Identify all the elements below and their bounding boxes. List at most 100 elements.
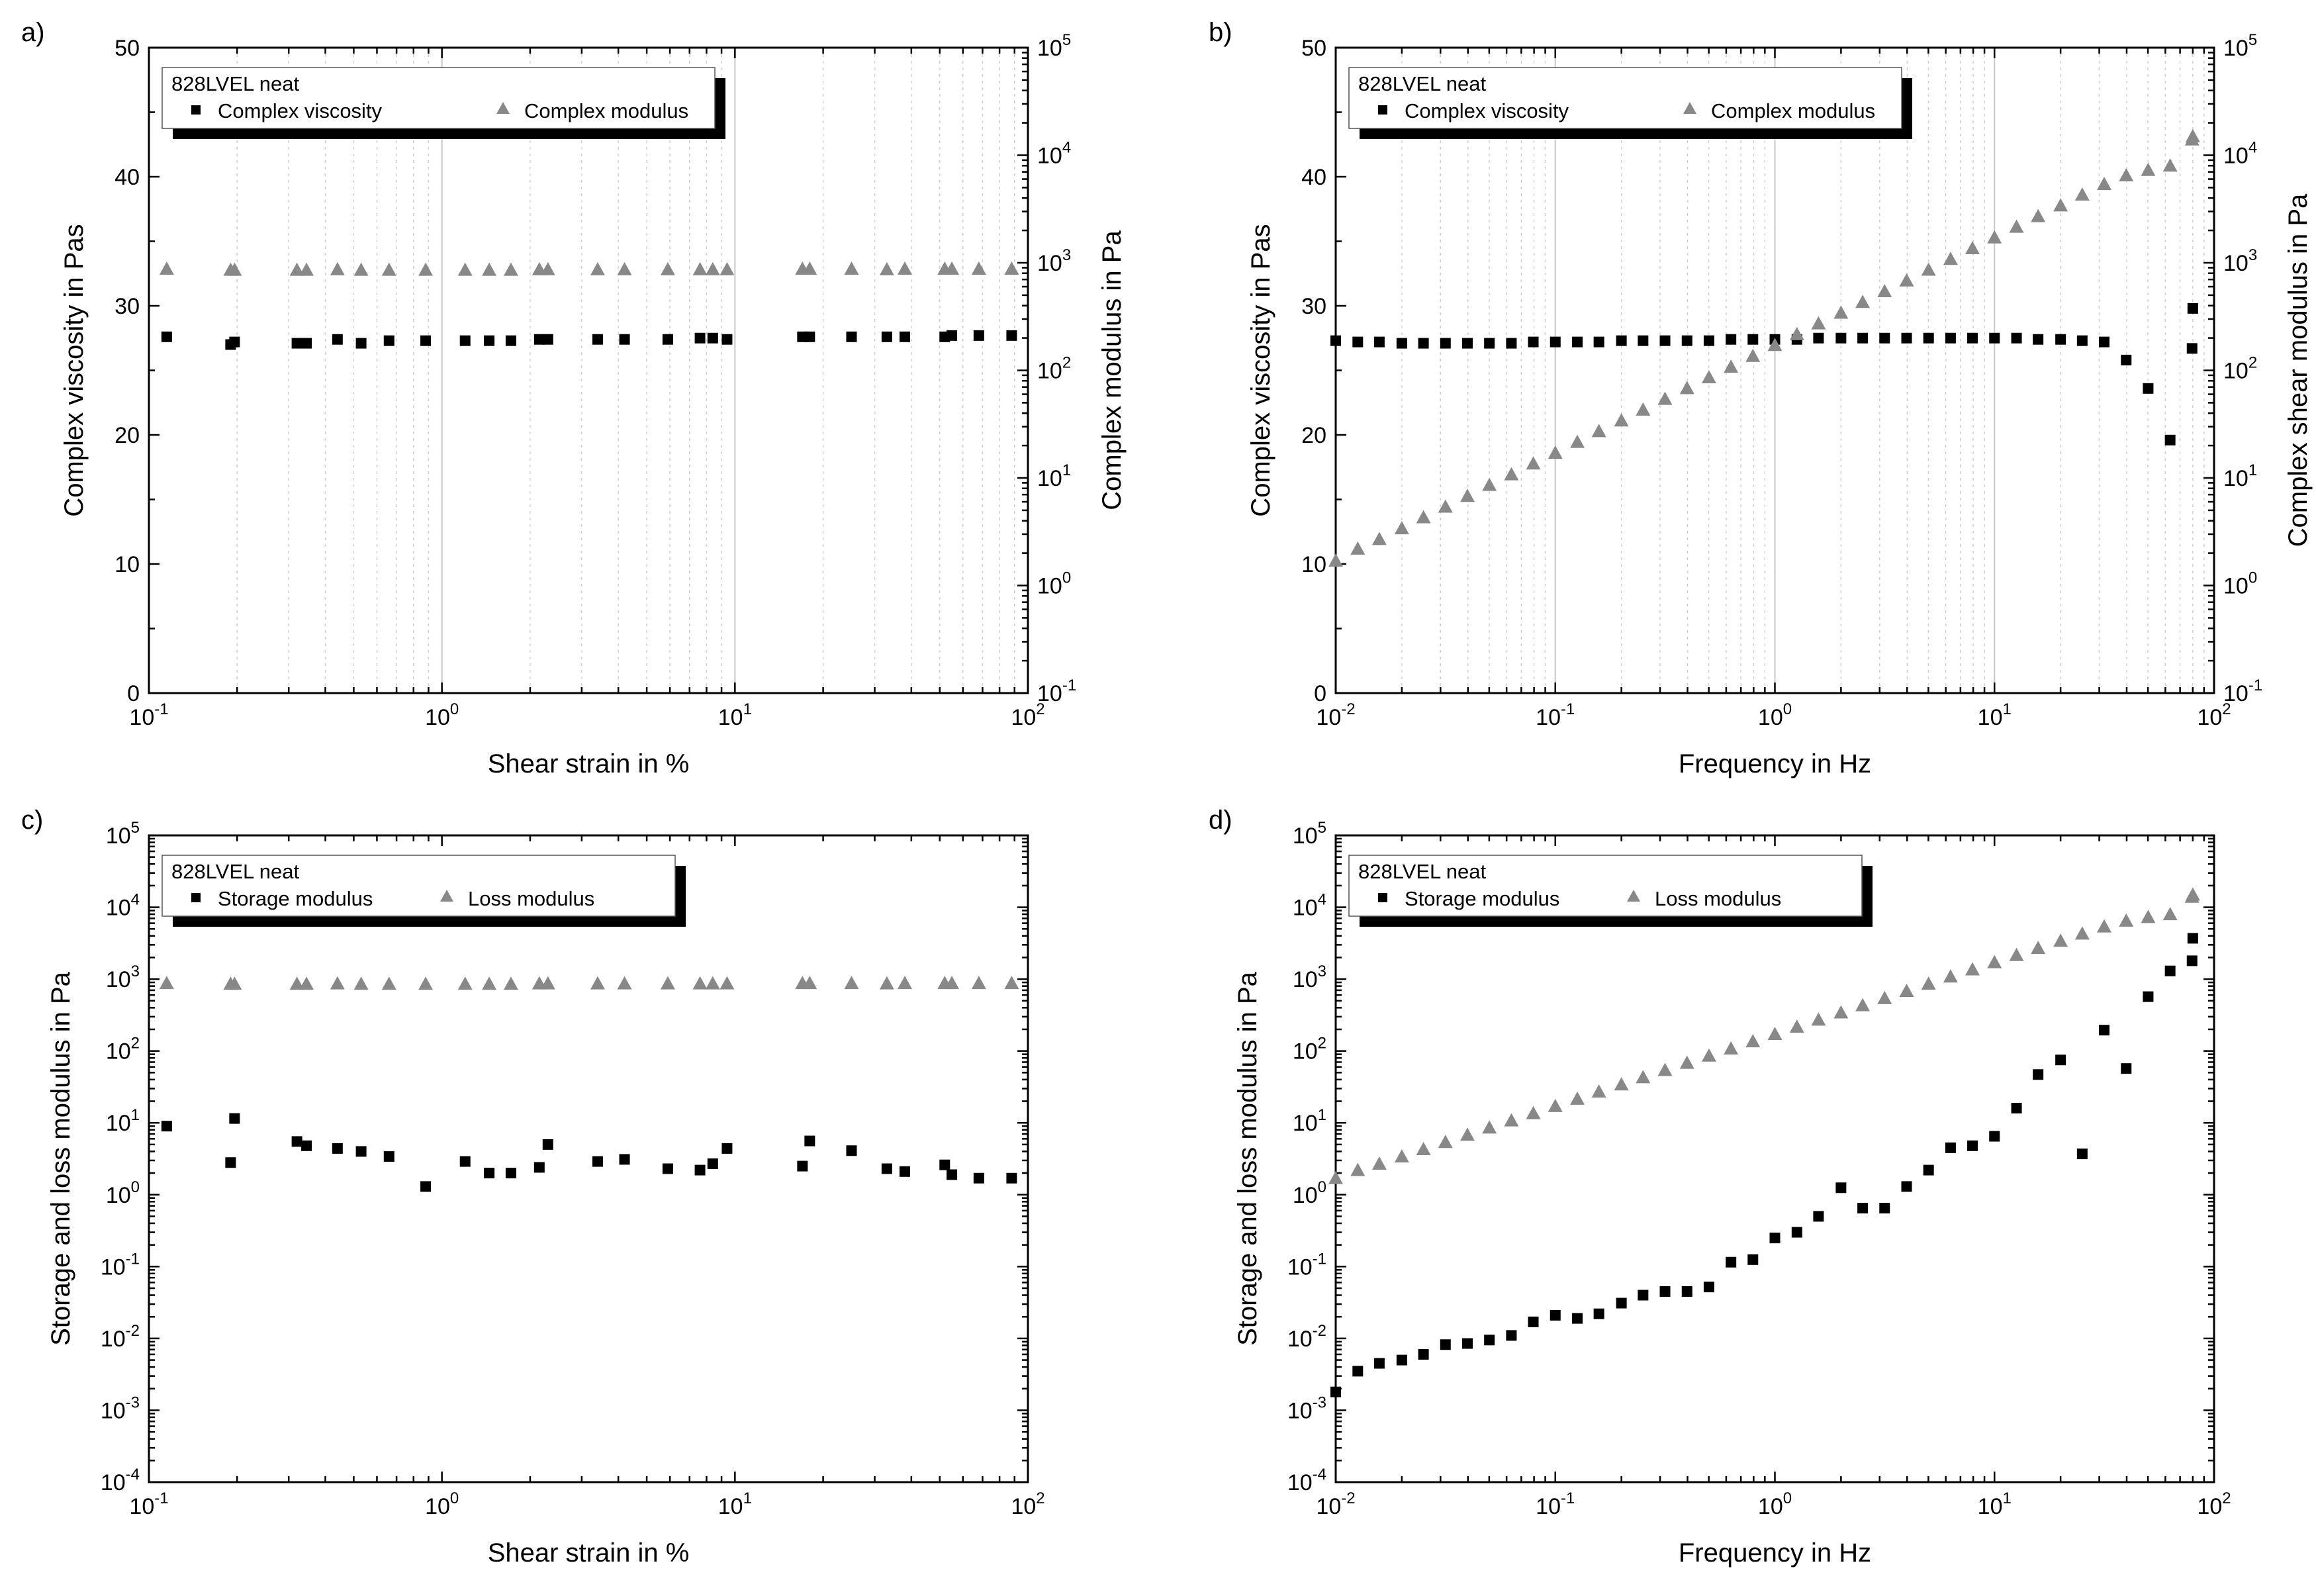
- data-point-square: [2011, 1103, 2022, 1114]
- data-point-triangle: [159, 261, 174, 275]
- data-point-square: [881, 1163, 892, 1174]
- legend-marker-square: [1378, 105, 1387, 115]
- y-tick-label: 10-4: [101, 1466, 140, 1495]
- data-point-triangle: [660, 976, 675, 990]
- data-point-triangle: [617, 261, 632, 275]
- data-point-square: [1440, 338, 1451, 349]
- y-tick-label: 10-2: [1287, 1322, 1326, 1352]
- data-point-triangle: [945, 976, 960, 990]
- data-point-triangle: [1504, 1113, 1519, 1127]
- data-point-square: [229, 1113, 240, 1124]
- data-point-square: [1484, 338, 1495, 349]
- data-point-square: [721, 334, 733, 345]
- data-point-square: [533, 334, 545, 345]
- x-tick-label: 10-1: [129, 700, 168, 730]
- data-point-triangle: [159, 976, 174, 990]
- data-point-square: [1923, 332, 1934, 344]
- data-point-square: [332, 334, 343, 345]
- data-point-triangle: [692, 261, 708, 275]
- y-tick-label-left: 10: [115, 552, 140, 577]
- y-tick-label-left: 50: [115, 36, 140, 61]
- data-point-square: [1879, 332, 1890, 344]
- data-point-square: [2143, 383, 2154, 394]
- panel-a: a)10-1 100 101 1020102030405010-11001011021…: [21, 18, 1127, 778]
- data-point-triangle: [381, 976, 396, 990]
- panel-label: b): [1209, 18, 1232, 47]
- data-point-triangle: [692, 976, 708, 990]
- data-point-triangle: [1789, 326, 1804, 340]
- data-point-square: [947, 1169, 958, 1180]
- data-point-square: [592, 1156, 603, 1167]
- data-point-triangle: [879, 976, 894, 990]
- legend-label: Loss modulus: [468, 887, 594, 910]
- data-point-square: [694, 332, 706, 344]
- data-point-triangle: [330, 976, 345, 990]
- y-tick-label: 101: [1293, 1106, 1326, 1136]
- data-point-square: [2121, 1063, 2132, 1074]
- data-point-triangle: [1965, 962, 1980, 976]
- data-point-triangle: [353, 262, 369, 276]
- data-point-triangle: [1724, 359, 1739, 373]
- y-tick-label-right: 101: [1037, 461, 1071, 491]
- data-point-triangle: [897, 261, 912, 275]
- legend-box: [162, 855, 676, 917]
- data-point-square: [1484, 1335, 1495, 1346]
- data-point-triangle: [1526, 1105, 1541, 1119]
- data-point-square: [1769, 1233, 1781, 1244]
- data-point-triangle: [1987, 230, 2002, 244]
- data-point-square: [1616, 1297, 1627, 1309]
- data-point-square: [2099, 1025, 2110, 1036]
- y-tick-label: 10-1: [1287, 1250, 1326, 1280]
- panel-label: d): [1209, 806, 1232, 835]
- data-point-triangle: [2119, 913, 2134, 927]
- data-point-triangle: [1724, 1041, 1739, 1055]
- data-point-triangle: [381, 262, 396, 276]
- legend-marker-square: [1378, 893, 1387, 902]
- data-point-square: [161, 331, 172, 342]
- legend-label: Loss modulus: [1655, 887, 1781, 910]
- data-point-square: [662, 1163, 673, 1174]
- data-point-square: [2121, 354, 2132, 365]
- data-point-triangle: [2185, 887, 2200, 901]
- y-axis-title-right: Complex modulus in Pa: [1097, 230, 1127, 510]
- x-tick-label: 102: [1011, 1489, 1044, 1519]
- legend-title: 828LVEL neat: [1358, 72, 1486, 95]
- legend: 828LVEL neat Complex viscosity Complex mod…: [1348, 67, 1912, 139]
- data-point-triangle: [1482, 1120, 1497, 1134]
- x-tick-label: 10-2: [1316, 700, 1355, 730]
- y-tick-label-right: 100: [1037, 569, 1071, 599]
- data-point-triangle: [1987, 955, 2002, 968]
- y-tick-label: 103: [1293, 962, 1326, 992]
- data-point-square: [592, 334, 603, 345]
- data-point-square: [1638, 335, 1649, 346]
- data-point-triangle: [2185, 128, 2200, 142]
- y-tick-label: 10-3: [101, 1393, 140, 1423]
- data-point-triangle: [1701, 1048, 1716, 1062]
- legend-marker-triangle: [440, 890, 453, 902]
- data-point-triangle: [1811, 316, 1826, 330]
- x-axis-title: Shear strain in %: [488, 749, 690, 778]
- data-point-triangle: [353, 976, 369, 990]
- data-point-square: [1638, 1290, 1649, 1301]
- data-point-triangle: [1438, 1135, 1453, 1149]
- y-tick-label: 102: [1293, 1035, 1326, 1064]
- data-point-triangle: [457, 262, 473, 276]
- data-point-triangle: [2031, 941, 2046, 955]
- y-tick-label-right: 101: [2223, 461, 2257, 491]
- data-point-square: [1572, 1313, 1583, 1324]
- x-tick-label: 102: [1011, 700, 1044, 730]
- data-point-square: [1813, 1211, 1824, 1222]
- y-tick-label-left: 30: [1301, 294, 1326, 319]
- data-point-square: [2033, 334, 2044, 345]
- data-point-square: [1550, 336, 1561, 348]
- data-point-triangle: [2053, 933, 2068, 947]
- data-point-triangle: [1833, 305, 1849, 319]
- data-point-triangle: [617, 976, 632, 990]
- data-point-square: [1373, 1358, 1385, 1369]
- data-point-triangle: [1614, 1077, 1629, 1091]
- y-tick-label-left: 20: [115, 423, 140, 448]
- x-tick-label: 100: [425, 700, 459, 730]
- data-point-square: [459, 335, 471, 346]
